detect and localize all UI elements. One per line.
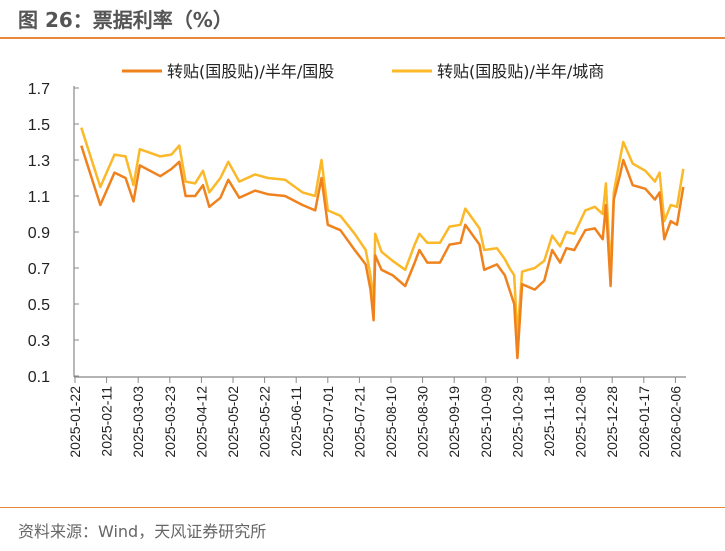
y-tick-label: 1.7 bbox=[28, 81, 50, 98]
x-tick-label: 2025-04-12 bbox=[193, 386, 209, 458]
x-tick-label: 2025-10-09 bbox=[478, 386, 494, 458]
title-divider bbox=[0, 37, 725, 39]
x-tick-label: 2026-01-17 bbox=[636, 386, 652, 458]
x-tick-label: 2025-12-08 bbox=[573, 386, 589, 458]
x-tick-label: 2025-11-18 bbox=[541, 386, 557, 457]
source-note: 资料来源：Wind，天风证券研究所 bbox=[18, 522, 267, 541]
y-tick-label: 0.7 bbox=[28, 261, 50, 278]
x-tick-label: 2025-03-23 bbox=[162, 386, 178, 458]
x-tick-label: 2025-09-19 bbox=[446, 386, 462, 458]
y-tick-label: 0.3 bbox=[28, 333, 50, 350]
x-tick-label: 2025-06-11 bbox=[288, 386, 304, 457]
y-tick-label: 0.9 bbox=[28, 225, 50, 242]
figure-title: 图 26：票据利率（%） bbox=[18, 8, 233, 32]
x-tick-label: 2026-02-06 bbox=[667, 386, 683, 458]
x-tick-label: 2025-02-11 bbox=[99, 386, 115, 457]
x-tick-label: 2025-12-28 bbox=[604, 386, 620, 458]
x-tick-label: 2025-03-03 bbox=[130, 386, 146, 458]
y-tick-label: 1.5 bbox=[28, 117, 50, 134]
y-tick-label: 1.3 bbox=[28, 153, 50, 170]
y-tick-label: 1.1 bbox=[28, 189, 50, 206]
legend-label: 转贴(国股贴)/半年/国股 bbox=[167, 62, 334, 81]
x-tick-label: 2025-05-02 bbox=[225, 386, 241, 458]
x-tick-label: 2025-08-10 bbox=[383, 386, 399, 458]
legend-label: 转贴(国股贴)/半年/城商 bbox=[437, 62, 604, 81]
x-tick-label: 2025-10-29 bbox=[509, 386, 525, 458]
x-tick-label: 2025-07-21 bbox=[351, 386, 367, 458]
footer-divider bbox=[0, 507, 725, 508]
x-tick-label: 2025-01-22 bbox=[67, 386, 83, 458]
y-tick-label: 0.1 bbox=[28, 369, 50, 386]
series-line-1 bbox=[80, 145, 685, 360]
series-line-2 bbox=[80, 127, 685, 338]
x-tick-label: 2025-07-01 bbox=[320, 386, 336, 458]
x-tick-label: 2025-08-30 bbox=[415, 386, 431, 458]
x-tick-label: 2025-05-22 bbox=[257, 386, 273, 458]
y-tick-label: 0.5 bbox=[28, 297, 50, 314]
